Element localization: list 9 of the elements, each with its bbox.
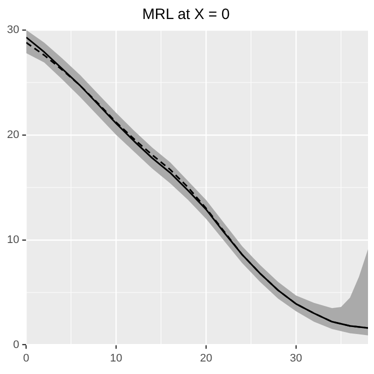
x-tick-label: 0 [23,352,30,364]
x-tick-label: 30 [290,352,302,364]
y-tick-label: 30 [6,24,20,36]
x-tick-label: 10 [110,352,122,364]
y-tick-label: 20 [6,128,20,141]
y-tick-label: 10 [6,234,20,246]
x-tick-label: 20 [200,352,212,364]
y-tick-label: 0 [13,338,20,351]
chart-title: MRL at X = 0 [142,6,230,24]
